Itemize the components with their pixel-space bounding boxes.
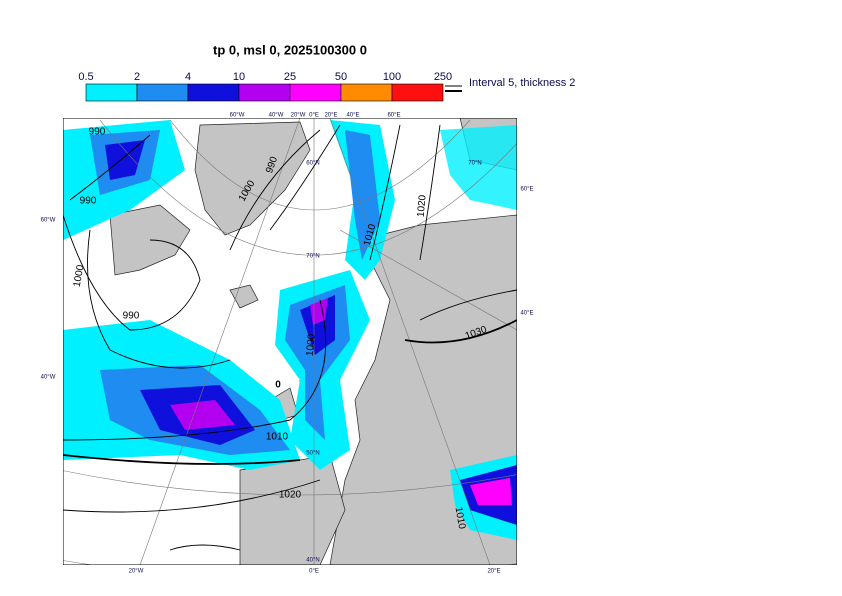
map [63,118,517,565]
colorbar-tick-label: 250 [434,71,452,83]
lon-label: 0°E [309,569,319,575]
colorbar-tick-label: 100 [383,71,401,83]
colorbar-segment [289,83,342,102]
lon-label: 40°E [520,311,533,317]
colorbar-segment [136,83,189,102]
colorbar-segment [85,83,138,102]
graticule [63,118,517,565]
contour-label: 990 [123,311,140,322]
colorbar-segment [340,83,393,102]
colorbar-segment [187,83,240,102]
lat-label: 40°N [306,558,319,564]
lon-label: 20°E [324,113,337,119]
colorbar-tick-label: 0.5 [78,71,93,83]
lon-label: 60°W [41,218,56,224]
colorbar: 0.5 2 4 10 25 50 100 250 [78,71,452,102]
title: tp 0, msl 0, 2025100300 0 [213,42,367,57]
lon-label: 0°E [309,113,319,119]
lat-label: 70°N [468,161,481,167]
precipitation [63,120,517,540]
lat-label: 60°N [306,161,319,167]
colorbar-tick-label: 25 [284,71,296,83]
lon-label: 60°E [520,187,533,193]
contour-label: 1000 [72,264,87,288]
contour-label: 1020 [416,194,429,218]
lon-label: 20°W [129,569,144,575]
lon-label: 60°W [230,113,245,119]
colorbar-tick-label: 50 [335,71,347,83]
lon-label: 20°E [487,569,500,575]
lon-label: 40°E [346,113,359,119]
colorbar-tick-label: 2 [134,71,140,83]
lon-label: 40°W [269,113,284,119]
contour-label: 990 [89,127,106,138]
colorbar-segment [238,83,291,102]
lat-label: 70°N [306,254,319,260]
contour-label: 0 [275,380,281,391]
lon-label: 60°E [387,113,400,119]
contour-label: 1000 [305,333,318,357]
contour-label: 1010 [453,506,468,530]
contour-label: 990 [80,196,97,207]
lat-label: 50°N [306,451,319,457]
lon-label: 20°W [291,113,306,119]
colorbar-segment [391,83,444,102]
lon-label: 40°W [41,375,56,381]
contour-label: 1010 [266,432,289,443]
colorbar-tick-label: 4 [185,71,191,83]
isobars [63,124,517,551]
legend-text: Interval 5, thickness 2 [469,77,575,89]
contour-label: 1020 [279,490,302,501]
colorbar-tick-label: 10 [233,71,245,83]
